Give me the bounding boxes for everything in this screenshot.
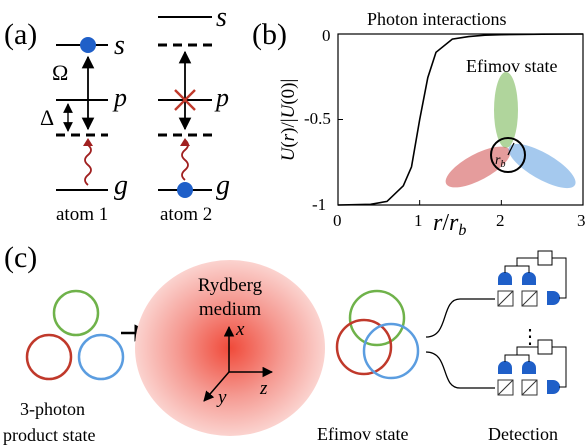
- atom1-label: atom 1: [56, 204, 108, 225]
- photon-detector: [522, 361, 536, 374]
- inset-blockade-circle: [490, 137, 526, 173]
- efimov-photon-blue: [362, 322, 420, 380]
- level-p-label: p: [112, 83, 127, 112]
- photon-detector: [498, 361, 512, 374]
- fiber-upper: [425, 298, 495, 338]
- blockade-cross-icon: [174, 89, 196, 111]
- xtick-1: 1: [414, 211, 423, 230]
- product-state-line1: 3-photon: [20, 399, 85, 419]
- atom2-ground-dot: [177, 182, 193, 198]
- fiber-lower: [425, 351, 495, 389]
- detector-block-lower: [497, 339, 567, 396]
- level-s-label: s: [114, 30, 125, 61]
- panel-c: (c) 3-photon product state Rydberg mediu…: [3, 241, 567, 445]
- panel-b-label: (b): [252, 18, 287, 51]
- atom1-photon-wavy: [84, 144, 92, 186]
- ytick-neg-half: -0.5: [304, 109, 331, 128]
- beam-splitter-diagonal: [497, 290, 514, 307]
- atom2-level-p-label: p: [214, 83, 229, 112]
- axis-z-label: z: [259, 378, 268, 399]
- detector-wire: [516, 346, 538, 355]
- detector-wire: [552, 346, 567, 388]
- inset-lobe-red: [445, 146, 511, 188]
- inset-radius-line: [507, 142, 515, 156]
- x-axis-label: r/rb: [433, 210, 466, 239]
- detection-label: Detection: [488, 424, 558, 444]
- product-photon-blue: [77, 333, 125, 381]
- photon-detector: [547, 380, 560, 394]
- product-state-line2: product state: [3, 425, 95, 445]
- axis-y-label: y: [216, 387, 227, 408]
- detector-wire: [552, 257, 567, 299]
- detection-ellipsis: ⋮: [520, 326, 540, 348]
- detector-wire: [516, 257, 538, 266]
- atom2-photon-arrowhead: [180, 138, 190, 146]
- medium-label-line2: medium: [199, 299, 261, 320]
- panel-c-label: (c): [4, 241, 37, 274]
- detector-wire: [504, 265, 530, 273]
- atom2-photon-wavy: [181, 139, 189, 181]
- rydberg-medium: [135, 260, 325, 436]
- inset-efimov-title: Efimov state: [466, 56, 557, 76]
- beam-splitter-diagonal: [497, 379, 514, 396]
- panel-a: (a) Ω Δ s p g atom 1 s: [4, 2, 230, 225]
- detector-wire: [504, 354, 530, 362]
- panel-b: (b) Photon interactions 0 -0.5 -1 0 1 2 …: [252, 9, 586, 239]
- inset-rb-label: rb: [495, 153, 505, 170]
- potential-curve: [337, 33, 584, 206]
- axis-y-arrow: [203, 371, 230, 402]
- product-photon-green: [52, 289, 100, 337]
- detection-network: ⋮: [425, 250, 567, 396]
- omega-label: Ω: [52, 60, 68, 85]
- chart-title: Photon interactions: [367, 9, 506, 29]
- axis-x-label: x: [235, 319, 245, 340]
- beam-splitter-diagonal: [521, 379, 538, 396]
- delta-label: Δ: [40, 105, 54, 130]
- atom2-level-g-label: g: [216, 170, 230, 201]
- beam-splitter-diagonal: [521, 290, 538, 307]
- efimov-state-label: Efimov state: [317, 424, 408, 444]
- atom2-level-s-label: s: [216, 2, 227, 33]
- detector-block-upper: [497, 250, 567, 307]
- product-photon-red: [25, 333, 73, 381]
- photon-detector: [498, 272, 512, 285]
- ytick-neg-1: -1: [312, 195, 326, 214]
- ytick-0: 0: [322, 26, 331, 45]
- inset-lobe-green: [494, 72, 518, 148]
- efimov-photon-red: [335, 318, 393, 376]
- photon-detector: [547, 291, 560, 305]
- panel-a-label: (a): [4, 18, 37, 51]
- efimov-photon-green: [348, 289, 406, 347]
- atom1-photon-arrowhead: [83, 138, 93, 146]
- y-axis-label: U(r)/|U(0)|: [278, 79, 299, 162]
- xtick-2: 2: [496, 211, 505, 230]
- coincidence-box: [537, 339, 553, 355]
- xtick-0: 0: [333, 211, 342, 230]
- medium-label-line1: Rydberg: [198, 275, 263, 296]
- inset-lobe-blue: [508, 143, 576, 189]
- atom2-label: atom 2: [160, 204, 212, 225]
- atom1-rydberg-excitation-dot: [80, 37, 96, 53]
- level-g-label: g: [114, 170, 128, 201]
- coincidence-box: [537, 250, 553, 266]
- xtick-3: 3: [577, 211, 586, 230]
- photon-detector: [522, 272, 536, 285]
